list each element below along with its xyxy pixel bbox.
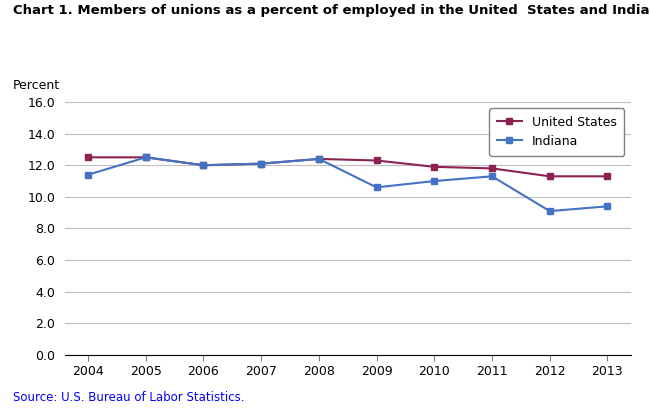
Line: United States: United States bbox=[85, 155, 610, 179]
Indiana bbox=[84, 172, 92, 177]
Indiana bbox=[142, 155, 150, 160]
Text: Percent: Percent bbox=[13, 79, 60, 92]
Text: Source: U.S. Bureau of Labor Statistics.: Source: U.S. Bureau of Labor Statistics. bbox=[13, 391, 244, 404]
United States bbox=[315, 156, 323, 161]
United States bbox=[200, 163, 207, 168]
United States bbox=[257, 161, 265, 166]
United States bbox=[430, 164, 438, 169]
Indiana bbox=[546, 208, 554, 213]
Indiana bbox=[315, 156, 323, 161]
Indiana bbox=[488, 174, 496, 179]
Indiana bbox=[430, 179, 438, 184]
United States bbox=[488, 166, 496, 171]
United States bbox=[84, 155, 92, 160]
Indiana bbox=[200, 163, 207, 168]
Indiana bbox=[372, 185, 380, 190]
Legend: United States, Indiana: United States, Indiana bbox=[489, 108, 624, 155]
United States bbox=[372, 158, 380, 163]
United States bbox=[546, 174, 554, 179]
Text: Chart 1. Members of unions as a percent of employed in the United  States and In: Chart 1. Members of unions as a percent … bbox=[13, 4, 650, 17]
Indiana bbox=[603, 204, 611, 209]
United States bbox=[142, 155, 150, 160]
Indiana bbox=[257, 161, 265, 166]
United States bbox=[603, 174, 611, 179]
Line: Indiana: Indiana bbox=[85, 155, 610, 214]
